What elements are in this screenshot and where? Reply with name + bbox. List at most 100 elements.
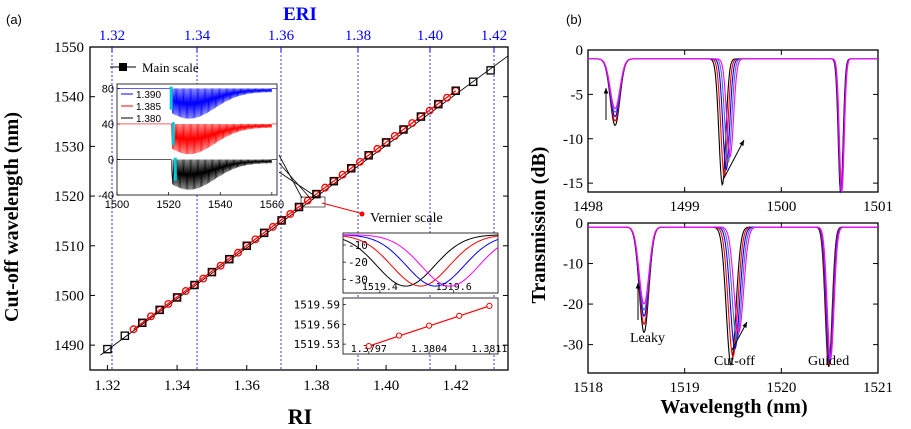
legend: Main scale — [110, 60, 199, 75]
arrow-head — [742, 322, 747, 328]
b-y-tick-label: -5 — [571, 87, 584, 103]
inset-legend-label: 1.385 — [136, 102, 161, 113]
arrow-head — [603, 88, 609, 94]
inset-spectra-ytick: 40 — [102, 119, 114, 131]
main-scale-point — [259, 228, 269, 238]
b-y-tick-label: -10 — [563, 132, 583, 148]
vernier-point — [338, 170, 347, 179]
inset-spectra-ytick: -40 — [98, 190, 114, 202]
b-y-tick-label: -10 — [563, 257, 583, 273]
vernier-point — [443, 93, 451, 102]
eri-ticks: 1.32 1.34 1.36 1.38 1.40 1.42 — [99, 28, 507, 52]
vernier-point — [321, 183, 330, 192]
x-tick-label: 1.38 — [303, 378, 329, 394]
inset-fit-point — [456, 312, 463, 319]
vernier-point — [164, 299, 173, 308]
b-bottom-frame — [587, 222, 879, 374]
eri-tick-label: 1.36 — [268, 28, 295, 44]
y-tick-label: 1520 — [54, 189, 84, 205]
inset-spectra-xtick: 1500 — [105, 199, 129, 211]
inset-spectra-xtick: 1540 — [208, 199, 232, 211]
b-y-tick-label: 0 — [576, 43, 584, 59]
arrow-head — [635, 283, 641, 289]
vernier-point — [129, 325, 138, 334]
vernier-point — [268, 222, 277, 231]
y-tick-label: 1530 — [54, 139, 84, 155]
inset-fit-xtick: 1.3804 — [411, 344, 447, 355]
inset-fit-point — [395, 332, 403, 339]
vernier-point — [425, 106, 434, 115]
annotation-leaky: Leaky — [630, 331, 665, 346]
b-x-tick-label: 1518 — [573, 380, 603, 396]
b-y-tick-label: -15 — [563, 176, 583, 192]
inset-fit-point — [486, 302, 493, 310]
b-x-tick-label: 1519 — [670, 380, 700, 396]
b-y-tick-label: -20 — [563, 297, 583, 313]
main-scale-point — [451, 86, 460, 95]
eri-tick-label: 1.34 — [184, 28, 211, 44]
inset-dip-xtick: 1519.4 — [362, 282, 398, 293]
x-tick-label: 1.34 — [164, 378, 191, 394]
main-scale-point — [225, 254, 234, 264]
inset-legend-label: 1.380 — [136, 114, 161, 125]
panel-b-label: (b) — [566, 12, 582, 27]
main-scale-point — [103, 344, 112, 354]
inset-dip-line — [342, 234, 499, 287]
main-scale-point — [277, 216, 286, 225]
b-x-tick-label: 1501 — [863, 199, 893, 215]
inset-dip-line — [342, 235, 499, 287]
b-x-tick-label: 1521 — [863, 380, 893, 396]
main-scale-point — [346, 163, 356, 173]
vernier-point — [199, 274, 208, 283]
x-ticks: 1.32 1.34 1.36 1.38 1.40 1.42 — [94, 365, 469, 394]
transmission-line — [588, 226, 878, 360]
y-tick-label: 1510 — [54, 239, 84, 255]
inset-fit-xtick: 1.3811 — [471, 344, 507, 355]
main-scale-point — [155, 305, 164, 315]
vernier-point — [234, 248, 242, 257]
inset-dip-frame — [342, 232, 499, 294]
y-axis-label: Cut-off wavelength (nm) — [1, 112, 23, 322]
main-marks — [100, 55, 509, 356]
vernier-fit-line — [133, 90, 457, 330]
b-x-tick-label: 1499 — [670, 199, 700, 215]
inset-vernier-fit: 1519.59 1519.56 1519.53 1.3797 1.3804 1.3811 — [294, 297, 507, 355]
y-tick-label: 1490 — [54, 338, 84, 354]
main-scale-point — [242, 241, 251, 251]
vernier-point — [190, 281, 199, 289]
inset-spectrum-line — [117, 159, 277, 190]
b-y-axis-label: Transmission (dB) — [528, 147, 550, 304]
inset-spectrum-line — [117, 88, 277, 119]
vernier-point — [356, 157, 364, 166]
legend-square-marker — [119, 63, 127, 71]
inset-spectra-ytick: 80 — [102, 83, 114, 95]
main-scale-point — [137, 318, 147, 328]
x-axis-label: RI — [288, 404, 312, 429]
inset-fit-ytick: 1519.59 — [294, 299, 340, 312]
x-tick-label: 1.36 — [234, 378, 261, 394]
vernier-point — [251, 235, 260, 244]
y-tick-label: 1540 — [54, 90, 84, 106]
b-x-tick-label: 1500 — [766, 199, 796, 215]
main-scale-point — [120, 331, 130, 340]
inset-fit-point — [426, 322, 433, 329]
main-plot-frame — [89, 46, 509, 371]
inset-legend-label: 1.390 — [136, 90, 161, 101]
vernier-point — [286, 210, 295, 218]
main-scale-point — [434, 99, 443, 109]
main-scale-point — [364, 151, 373, 160]
inset-dip-ytick: -20 — [348, 256, 368, 269]
inset-fit-point — [365, 342, 372, 350]
x-tick-label: 1.40 — [373, 378, 399, 394]
main-scale-point — [207, 267, 217, 277]
panel-a-label: (a) — [6, 12, 22, 27]
b-x-tick-label: 1498 — [573, 199, 603, 215]
b-y-tick-label: -30 — [563, 338, 583, 354]
main-scale-point — [172, 293, 182, 302]
eri-tick-label: 1.40 — [417, 28, 443, 44]
inset-dip-xtick: 1519.6 — [436, 282, 472, 293]
inset-dip-ytick: -30 — [348, 273, 368, 286]
main-fit-line — [100, 55, 509, 356]
